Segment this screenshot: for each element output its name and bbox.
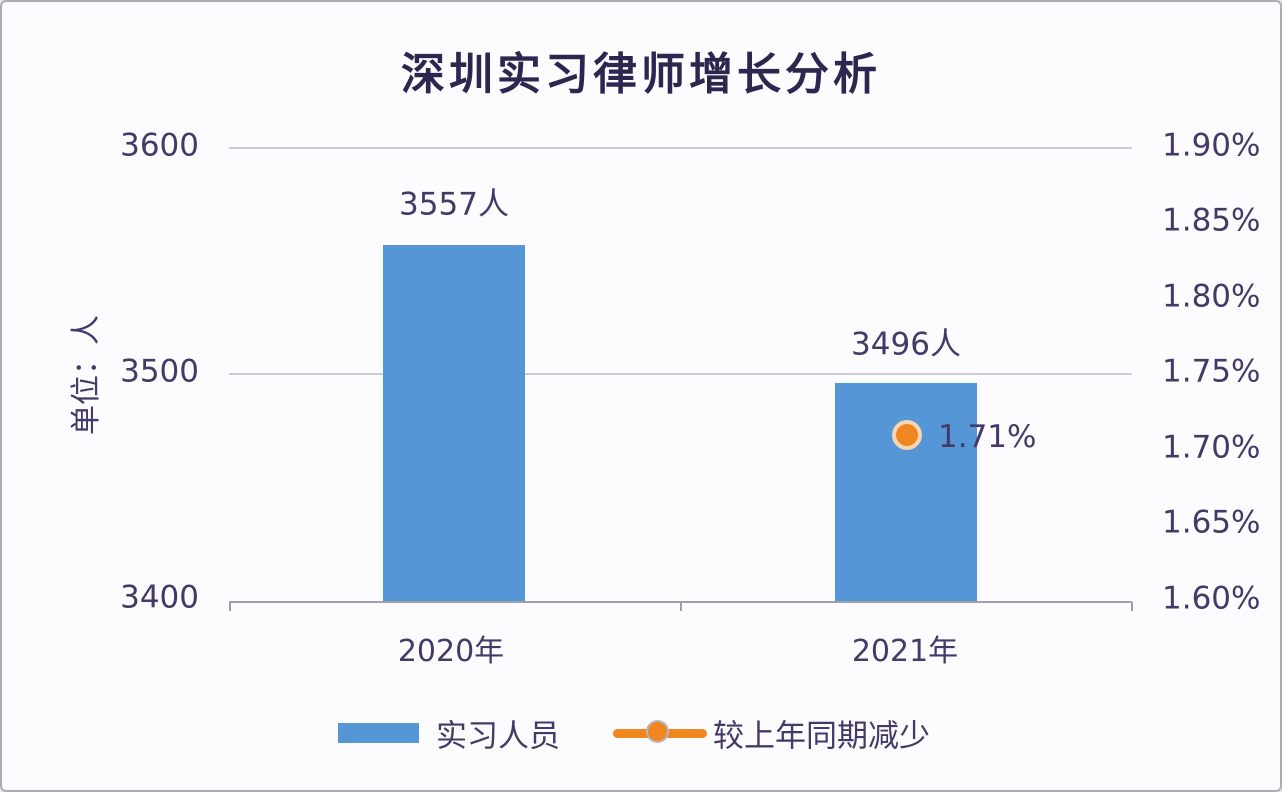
bar-label-2020: 3557人 xyxy=(399,186,509,223)
left-axis-tick-3400: 3400 xyxy=(120,579,199,616)
chart-title: 深圳实习律师增长分析 xyxy=(401,49,881,100)
bar-2020 xyxy=(383,245,525,602)
right-axis-tick-160: 1.60% xyxy=(1162,580,1261,617)
right-axis-tick-175: 1.75% xyxy=(1162,353,1261,390)
x-axis-tick-left xyxy=(229,602,231,611)
x-axis-tick-middle xyxy=(680,602,682,611)
x-axis-tick-right xyxy=(1131,602,1133,611)
legend-bar-swatch-icon xyxy=(338,723,419,743)
line-point-2021 xyxy=(896,424,918,446)
right-axis-tick-165: 1.65% xyxy=(1162,504,1261,541)
bar-label-2021-value: 3496人 xyxy=(851,326,961,363)
left-axis-tick-3600: 3600 xyxy=(120,127,199,164)
x-axis-label-2021: 2021年 xyxy=(851,634,959,669)
gridline-3500 xyxy=(229,373,1132,375)
right-axis-tick-185: 1.85% xyxy=(1162,202,1261,239)
line-point-label-2021: 1.71% xyxy=(938,419,1037,455)
gridline-3600 xyxy=(229,147,1132,149)
right-axis-tick-190: 1.90% xyxy=(1162,127,1261,164)
left-axis-title: 单位：人 xyxy=(69,315,104,435)
x-axis-label-2020: 2020年 xyxy=(397,634,505,669)
legend-line-marker-icon xyxy=(646,720,669,743)
bar-2021 xyxy=(835,383,977,602)
right-axis-tick-180: 1.80% xyxy=(1162,278,1261,315)
left-axis-tick-3500: 3500 xyxy=(120,353,199,390)
legend-label-bar-series: 实习人员 xyxy=(436,718,560,755)
legend-label-line-series: 较上年同期减少 xyxy=(713,718,930,755)
right-axis-tick-170: 1.70% xyxy=(1162,429,1261,466)
